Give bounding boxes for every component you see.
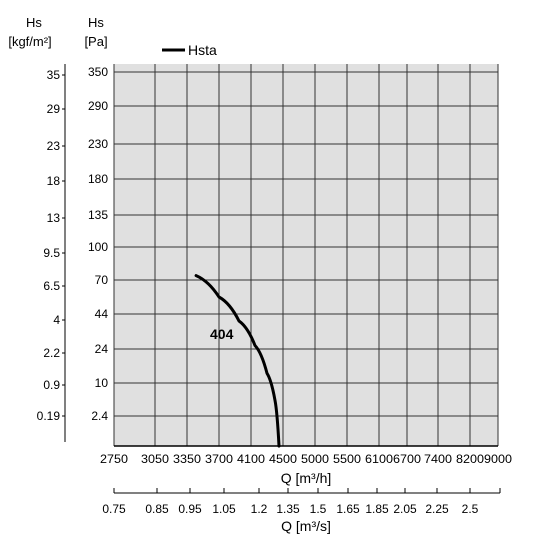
curve-404	[194, 274, 281, 448]
x-primary-tick-label: 7400	[424, 452, 452, 466]
x-secondary-tick-label: 1.85	[365, 502, 389, 516]
outer-y-tick-label: 18	[47, 174, 61, 188]
outer-y-tick-label: 29	[47, 102, 61, 116]
outer-axis-unit: [kgf/m²]	[8, 34, 51, 49]
inner-y-tick-label: 135	[88, 208, 108, 222]
tick-labels: 35 29 23 18 13 9.5 6.5 4 2.2 0.9 0.19 350 290 230 180 1…	[37, 65, 513, 516]
x-axis-primary-label: Q [m³/h]	[281, 470, 332, 486]
x-primary-tick-label: 4500	[269, 452, 297, 466]
inner-y-tick-label: 350	[88, 65, 108, 79]
x-secondary-tick-label: 1.65	[336, 502, 360, 516]
inner-y-tick-label: 2.4	[91, 409, 108, 423]
x-secondary-tick-label: 2.5	[462, 502, 479, 516]
x-primary-tick-label: 2750	[100, 452, 128, 466]
x-secondary-tick-label: 0.85	[145, 502, 169, 516]
x-secondary-tick-label: 1.35	[276, 502, 300, 516]
legend-label-hsta: Hsta	[188, 42, 217, 58]
x-secondary-tick-label: 0.95	[178, 502, 202, 516]
x-primary-tick-label: 5500	[333, 452, 361, 466]
x-secondary-tick-label: 1.05	[212, 502, 236, 516]
outer-y-tick-label: 4	[53, 313, 60, 327]
x-primary-tick-label: 6100	[365, 452, 393, 466]
x-primary-tick-label: 8200	[456, 452, 484, 466]
x-primary-tick-label: 4100	[237, 452, 265, 466]
outer-y-tick-label: 2.2	[43, 346, 60, 360]
x-primary-tick-label: 3050	[141, 452, 169, 466]
legend: Hsta	[162, 42, 217, 58]
plot-background	[114, 64, 498, 446]
inner-y-tick-label: 180	[88, 172, 108, 186]
x-primary-tick-label: 6700	[393, 452, 421, 466]
outer-y-tick-label: 35	[47, 68, 61, 82]
x-secondary-tick-label: 1.2	[251, 502, 268, 516]
inner-y-tick-label: 70	[95, 273, 109, 287]
inner-y-tick-label: 290	[88, 99, 108, 113]
inner-y-tick-label: 100	[88, 240, 108, 254]
inner-axis-title: Hs	[88, 15, 104, 30]
grid	[113, 64, 499, 446]
outer-y-tick-label: 9.5	[43, 246, 60, 260]
outer-y-tick-label: 6.5	[43, 279, 60, 293]
x-secondary-tick-label: 2.25	[425, 502, 449, 516]
x-primary-tick-label: 9000	[484, 452, 512, 466]
x-primary-tick-label: 3350	[173, 452, 201, 466]
inner-y-tick-label: 230	[88, 137, 108, 151]
x-secondary-tick-label: 0.75	[102, 502, 126, 516]
outer-y-tick-label: 13	[47, 211, 61, 225]
x-primary-tick-label: 3700	[205, 452, 233, 466]
inner-y-tick-label: 10	[95, 376, 109, 390]
outer-y-tick-label: 0.9	[43, 378, 60, 392]
x-primary-tick-label: 5000	[301, 452, 329, 466]
inner-y-tick-label: 24	[95, 342, 109, 356]
outer-y-tick-label: 0.19	[37, 409, 61, 423]
x-secondary-tick-label: 1.5	[310, 502, 327, 516]
inner-axis-unit: [Pa]	[84, 34, 107, 49]
curve-label-404: 404	[210, 326, 234, 342]
axes	[62, 64, 501, 494]
outer-axis-title: Hs	[26, 15, 42, 30]
outer-y-tick-label: 23	[47, 139, 61, 153]
x-secondary-tick-label: 2.05	[393, 502, 417, 516]
inner-y-tick-label: 44	[95, 307, 109, 321]
x-axis-secondary-label: Q [m³/s]	[281, 518, 331, 534]
